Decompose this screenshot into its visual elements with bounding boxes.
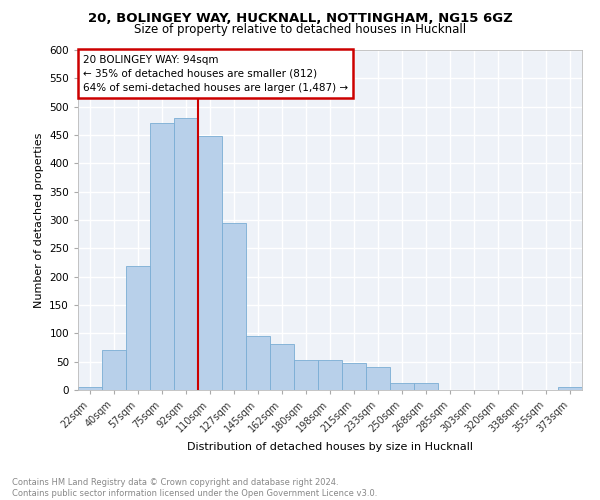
Bar: [222, 223, 246, 390]
Text: Size of property relative to detached houses in Hucknall: Size of property relative to detached ho…: [134, 22, 466, 36]
Bar: [318, 360, 342, 390]
Bar: [294, 360, 318, 390]
Bar: [366, 368, 390, 390]
Bar: [150, 122, 174, 390]
Bar: [78, 387, 102, 390]
Bar: [174, 118, 198, 390]
Text: Contains HM Land Registry data © Crown copyright and database right 2024.
Contai: Contains HM Land Registry data © Crown c…: [12, 478, 377, 498]
Bar: [390, 383, 414, 390]
Text: 20, BOLINGEY WAY, HUCKNALL, NOTTINGHAM, NG15 6GZ: 20, BOLINGEY WAY, HUCKNALL, NOTTINGHAM, …: [88, 12, 512, 24]
Bar: [246, 336, 270, 390]
Bar: [342, 364, 366, 390]
Bar: [126, 266, 150, 390]
Bar: [270, 344, 294, 390]
Bar: [102, 350, 126, 390]
Bar: [414, 383, 438, 390]
Bar: [558, 387, 582, 390]
Bar: [198, 136, 222, 390]
Text: 20 BOLINGEY WAY: 94sqm
← 35% of detached houses are smaller (812)
64% of semi-de: 20 BOLINGEY WAY: 94sqm ← 35% of detached…: [83, 54, 348, 92]
Y-axis label: Number of detached properties: Number of detached properties: [34, 132, 44, 308]
X-axis label: Distribution of detached houses by size in Hucknall: Distribution of detached houses by size …: [187, 442, 473, 452]
